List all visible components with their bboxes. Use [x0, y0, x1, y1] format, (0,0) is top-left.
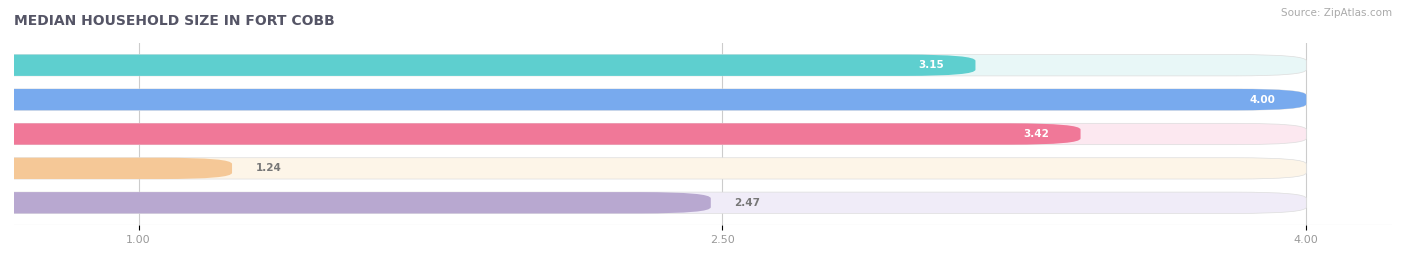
FancyBboxPatch shape: [0, 123, 1081, 145]
FancyBboxPatch shape: [0, 89, 1306, 110]
Text: 3.42: 3.42: [1024, 129, 1049, 139]
Text: 3.15: 3.15: [918, 60, 945, 70]
Text: 2.47: 2.47: [734, 198, 761, 208]
FancyBboxPatch shape: [0, 123, 1306, 145]
Text: MEDIAN HOUSEHOLD SIZE IN FORT COBB: MEDIAN HOUSEHOLD SIZE IN FORT COBB: [14, 14, 335, 28]
FancyBboxPatch shape: [0, 158, 232, 179]
FancyBboxPatch shape: [0, 55, 976, 76]
Text: 4.00: 4.00: [1250, 95, 1275, 105]
FancyBboxPatch shape: [0, 192, 1306, 213]
Text: Source: ZipAtlas.com: Source: ZipAtlas.com: [1281, 8, 1392, 18]
FancyBboxPatch shape: [0, 55, 1306, 76]
Text: 1.24: 1.24: [256, 163, 281, 173]
FancyBboxPatch shape: [0, 158, 1306, 179]
FancyBboxPatch shape: [0, 192, 711, 213]
FancyBboxPatch shape: [0, 89, 1306, 110]
